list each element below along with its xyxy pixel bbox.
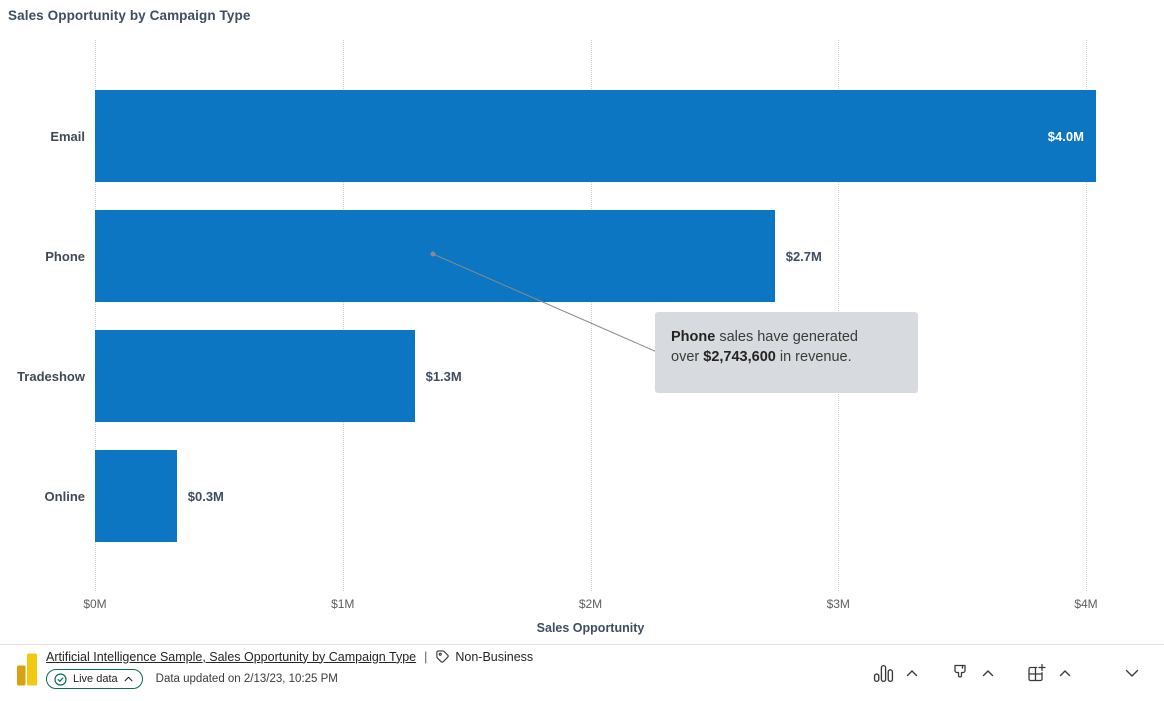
bar-online[interactable] xyxy=(95,450,177,542)
collapse-footer-button[interactable] xyxy=(1122,666,1142,681)
report-meta-row: Artificial Intelligence Sample, Sales Op… xyxy=(46,649,533,664)
chevron-up-icon xyxy=(124,676,133,682)
meta-separator: | xyxy=(424,649,428,664)
x-axis-tick-label: $0M xyxy=(83,597,107,611)
format-visual-button[interactable] xyxy=(947,660,973,686)
x-axis-tick-label: $1M xyxy=(331,597,355,611)
chevron-up-icon xyxy=(906,670,918,677)
chevron-up-icon xyxy=(1059,670,1071,677)
sensitivity-label[interactable]: Non-Business xyxy=(435,649,533,664)
chart-title: Sales Opportunity by Campaign Type xyxy=(8,8,251,23)
annotation-text-line2: over $2,743,600 in revenue. xyxy=(671,347,902,367)
chevron-down-icon xyxy=(1125,669,1139,677)
chevron-up-icon xyxy=(982,670,994,677)
data-status-row: Live data Data updated on 2/13/23, 10:25… xyxy=(46,669,338,689)
status-bar: Artificial Intelligence Sample, Sales Op… xyxy=(0,644,1164,701)
sensitivity-tag-icon xyxy=(436,650,450,663)
bar-tradeshow[interactable] xyxy=(95,330,415,422)
annotation-callout: Phone sales have generated over $2,743,6… xyxy=(655,312,918,393)
data-label: $0.3M xyxy=(187,488,224,504)
report-source-link[interactable]: Artificial Intelligence Sample, Sales Op… xyxy=(46,649,417,664)
paint-brush-icon xyxy=(954,664,966,678)
annotation-text-segment: $2,743,600 xyxy=(703,349,776,365)
column-chart-icon xyxy=(873,664,894,682)
format-expand-button[interactable] xyxy=(979,666,997,680)
sensitivity-label-text: Non-Business xyxy=(455,649,534,664)
annotation-text-segment: Phone xyxy=(671,329,716,345)
x-axis-title: Sales Opportunity xyxy=(536,621,645,635)
live-data-button[interactable]: Live data xyxy=(46,669,143,689)
visual-toolbar xyxy=(870,645,1142,701)
category-label: Phone xyxy=(45,248,85,264)
x-axis-tick-label: $3M xyxy=(826,597,850,611)
add-visual-button[interactable] xyxy=(1023,660,1050,687)
x-axis-tick-label: $4M xyxy=(1074,597,1098,611)
data-label: $2.7M xyxy=(785,248,822,264)
grid-plus-icon xyxy=(1028,662,1047,681)
check-circle-icon xyxy=(54,672,67,686)
live-data-label: Live data xyxy=(73,673,118,685)
visual-type-expand-button[interactable] xyxy=(903,666,921,680)
annotation-text-segment: in revenue. xyxy=(775,349,852,365)
gridline xyxy=(342,40,344,591)
category-label: Email xyxy=(50,128,85,144)
x-axis-tick-label: $2M xyxy=(578,597,603,611)
category-label: Online xyxy=(44,488,85,504)
data-updated-text: Data updated on 2/13/23, 10:25 PM xyxy=(155,673,338,685)
power-bi-logo-icon xyxy=(17,653,37,686)
visual-type-button[interactable] xyxy=(870,660,897,687)
annotation-text-line1: Phone sales have generated xyxy=(671,327,902,347)
bar-email[interactable]: $4.0M xyxy=(95,90,1096,182)
category-label: Tradeshow xyxy=(17,368,85,384)
data-label: $4.0M xyxy=(1047,128,1084,144)
gridline xyxy=(1086,40,1087,591)
gridline xyxy=(95,40,96,591)
bar-phone[interactable] xyxy=(95,210,775,302)
add-visual-expand-button[interactable] xyxy=(1056,666,1074,680)
annotation-text-segment: sales have generated xyxy=(715,329,858,345)
data-label: $1.3M xyxy=(425,368,462,384)
annotation-text-segment: over xyxy=(671,349,704,365)
